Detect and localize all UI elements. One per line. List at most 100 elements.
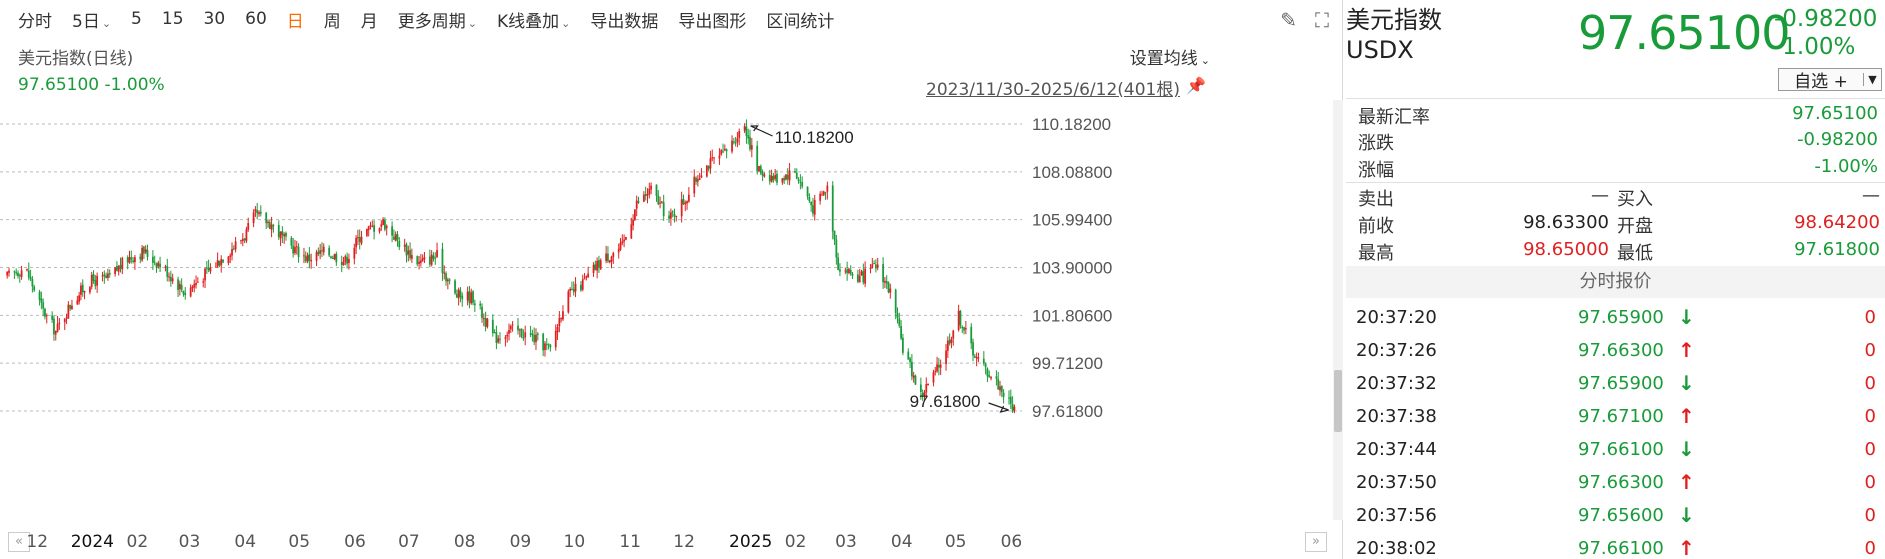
candle [166, 258, 169, 282]
candle [812, 197, 814, 217]
tick-time: 20:37:44 [1356, 439, 1437, 460]
add-to-watchlist-button[interactable]: 自选 + ▼ [1778, 68, 1882, 92]
candle [367, 225, 370, 237]
series-name: 美元指数(日线) [18, 49, 134, 69]
candle [58, 318, 61, 330]
candle [990, 376, 992, 381]
period-tab-13[interactable]: 区间统计 [766, 11, 835, 32]
candle [995, 370, 998, 386]
period-tab-12[interactable]: 导出图形 [678, 11, 747, 32]
candle [491, 314, 494, 337]
brush-icon[interactable]: ✎ [1280, 8, 1297, 32]
period-toolbar: 分时 5日 ⌄ 5 15 30 60 日周月更多周期 ⌄ K线叠加 ⌄ 导出数据 导出图形 区间统计 ✎ ⛶ [0, 0, 1343, 38]
x-tick-label: 10 [563, 532, 586, 552]
candle [369, 221, 372, 230]
candle [772, 172, 775, 183]
candle [675, 215, 678, 222]
candle [946, 336, 949, 358]
x-tick-label: 12 [26, 532, 49, 552]
candle [295, 240, 298, 255]
candle [592, 262, 595, 277]
candle [432, 252, 435, 262]
pin-icon[interactable]: 📌 [1186, 76, 1206, 95]
candle [732, 137, 735, 145]
period-tab-11[interactable]: 导出数据 [590, 11, 659, 32]
period-tab-2[interactable]: 5 [131, 9, 142, 29]
candle [806, 186, 809, 200]
y-tick-label: 105.99400 [1032, 211, 1112, 230]
prev-close-value: 98.63300 [1523, 212, 1609, 233]
candle [139, 253, 142, 264]
x-tick-label: 09 [509, 532, 532, 552]
period-tab-10[interactable]: K线叠加 ⌄ [497, 11, 571, 32]
fullscreen-icon[interactable]: ⛶ [1315, 8, 1329, 32]
ma-settings-button[interactable]: 设置均线 ⌄ [1129, 49, 1210, 69]
candle [536, 332, 539, 341]
period-tab-0[interactable]: 分时 [18, 11, 52, 32]
dropdown-arrow-icon[interactable]: ▼ [1863, 73, 1881, 86]
candle [18, 273, 21, 283]
range-label[interactable]: 2023/11/30-2025/6/12(401根) [926, 80, 1180, 100]
candle [975, 352, 978, 367]
candle [801, 176, 804, 189]
tick-volume: 0 [1864, 439, 1876, 460]
candle [373, 220, 376, 240]
candle [698, 172, 701, 181]
candle [499, 332, 501, 344]
chevron-down-icon: ⌄ [101, 16, 112, 30]
candlestick-chart[interactable]: 110.18200 108.08800 105.99400 103.90000 101.… [0, 100, 1333, 520]
low-arrow-head [999, 405, 1009, 413]
candle [700, 168, 703, 179]
candle [963, 326, 965, 335]
candle [964, 320, 967, 335]
candle [567, 289, 570, 314]
candle [151, 250, 154, 270]
tick-price: 97.65600 [1578, 505, 1664, 526]
candle [159, 256, 161, 273]
period-tab-1[interactable]: 5日 ⌄ [72, 11, 112, 32]
candle [509, 324, 512, 333]
candle [430, 250, 433, 267]
candle [96, 272, 99, 293]
period-tab-4[interactable]: 30 [203, 9, 226, 29]
scroll-left-icon[interactable]: « [8, 532, 30, 552]
candle [348, 253, 350, 270]
candle [925, 377, 928, 397]
candle [81, 279, 84, 297]
candle [231, 242, 233, 261]
candle [734, 136, 737, 147]
candle [8, 267, 10, 277]
period-tab-8[interactable]: 月 [360, 11, 378, 32]
candle [914, 374, 917, 385]
scrollbar-thumb[interactable] [1334, 370, 1342, 432]
period-tab-7[interactable]: 周 [323, 11, 341, 32]
candle [511, 321, 514, 332]
high-label: 最高 [1358, 243, 1394, 264]
chart-scrollbar[interactable] [1333, 100, 1343, 520]
y-tick-label: 99.71200 [1032, 354, 1103, 373]
candle [394, 231, 397, 242]
arrow-down-icon: ↓ [1678, 305, 1695, 329]
candle [819, 191, 822, 205]
divider [1346, 182, 1885, 183]
candle [844, 267, 847, 275]
candle [923, 389, 926, 401]
candle [910, 354, 913, 381]
period-tab-9[interactable]: 更多周期 ⌄ [397, 11, 478, 32]
period-tab-6[interactable]: 日 [286, 11, 304, 32]
tick-volume: 0 [1864, 307, 1876, 328]
candle [608, 259, 611, 264]
candle [101, 271, 104, 282]
candle [562, 305, 564, 321]
candle [331, 255, 334, 260]
tick-price: 97.65900 [1578, 307, 1664, 328]
period-tab-3[interactable]: 15 [161, 9, 184, 29]
arrow-up-icon: ↑ [1678, 536, 1695, 559]
tick-volume: 0 [1864, 472, 1876, 493]
candle [529, 325, 532, 338]
period-tab-5[interactable]: 60 [245, 9, 267, 29]
candle [875, 259, 877, 273]
scroll-right-icon[interactable]: » [1305, 532, 1327, 552]
tick-volume: 0 [1864, 373, 1876, 394]
